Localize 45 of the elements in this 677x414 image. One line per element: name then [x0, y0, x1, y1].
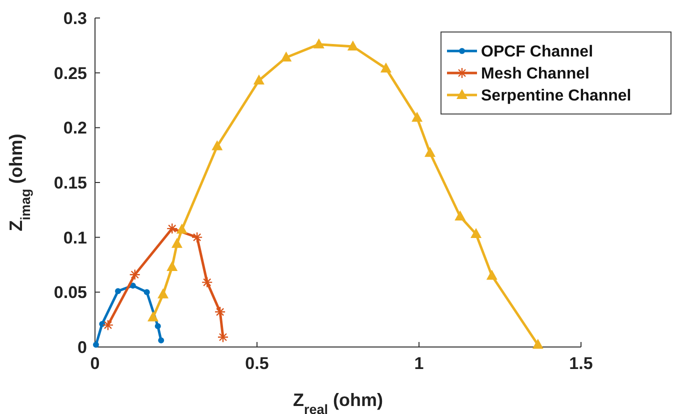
y-tick-label: 0.25	[54, 64, 87, 83]
y-tick-label: 0	[78, 338, 87, 357]
point	[166, 260, 178, 271]
x-tick-label: 0	[90, 354, 100, 373]
x-tick-label: 1.5	[569, 354, 593, 373]
x-axis-title: Z$_{real}$ (ohm)	[292, 390, 384, 414]
point	[115, 288, 122, 294]
point	[102, 319, 114, 331]
y-tick-label: 0.05	[54, 283, 87, 302]
point	[313, 38, 324, 48]
point	[253, 74, 264, 85]
point	[470, 228, 482, 238]
point	[144, 289, 150, 296]
y-tick-label: 0.2	[63, 118, 87, 138]
point	[380, 62, 392, 72]
x-tick-label: 0.5	[245, 354, 269, 373]
y-tick-label: 0.3	[63, 8, 87, 28]
legend-label: Serpentine Channel	[481, 88, 632, 105]
point	[280, 51, 292, 62]
point	[191, 232, 203, 243]
point	[171, 238, 182, 248]
point	[176, 224, 188, 234]
point	[532, 338, 544, 349]
point	[129, 269, 140, 280]
point	[347, 40, 358, 51]
point	[154, 323, 161, 330]
point	[92, 342, 99, 348]
y-tick-label: 0.1	[63, 228, 87, 248]
point	[214, 306, 226, 318]
point	[217, 332, 229, 343]
point	[486, 270, 498, 280]
point	[212, 140, 223, 150]
point	[166, 222, 178, 234]
point	[424, 146, 436, 157]
point	[147, 311, 158, 322]
point	[158, 337, 164, 344]
point	[202, 276, 213, 288]
y-tick-label: 0.15	[54, 173, 87, 192]
point	[412, 112, 423, 122]
legend-label: OPCF Channel	[481, 44, 594, 61]
x-tick-label: 1	[414, 354, 424, 373]
legend-label: Mesh Channel	[481, 66, 590, 83]
point	[158, 288, 169, 298]
point	[454, 210, 466, 220]
point	[99, 320, 106, 327]
